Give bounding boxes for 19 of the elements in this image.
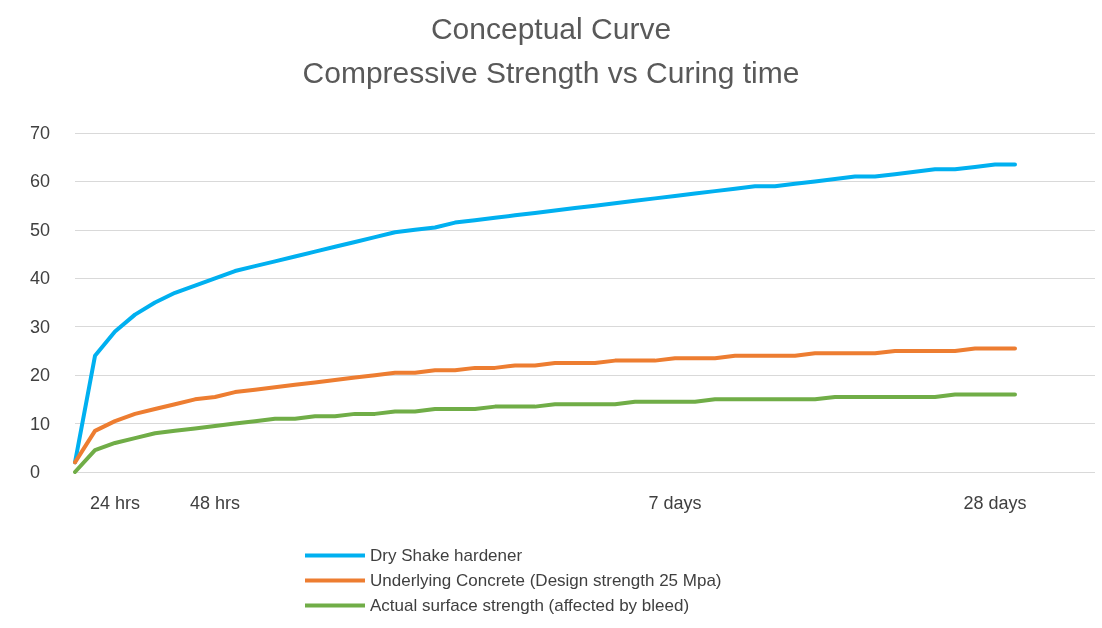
- y-tick-label: 20: [30, 365, 51, 386]
- x-tick-label: 48 hrs: [189, 493, 241, 513]
- x-tick-label: 7 days: [648, 493, 702, 513]
- legend-label: Dry Shake hardener: [370, 546, 523, 565]
- y-tick-label: 0: [30, 462, 41, 482]
- y-tick-label: 70: [30, 123, 51, 143]
- chart-title: Conceptual Curve: [430, 11, 672, 45]
- legend-label: Underlying Concrete (Design strength 25 Mpa): [370, 571, 722, 590]
- y-tick-label: 60: [30, 171, 51, 192]
- y-tick-label: 30: [30, 316, 51, 337]
- line-series: [73, 346, 1017, 465]
- x-tick-label: 24 hrs: [89, 493, 141, 513]
- line-series: [73, 392, 1017, 474]
- y-tick-label: 40: [30, 268, 51, 289]
- x-tick-label: 28 days: [963, 493, 1027, 513]
- y-tick-label: 10: [30, 413, 51, 434]
- chart-subtitle: Compressive Strength vs Curing time: [302, 55, 800, 89]
- legend-label: Actual surface strength (affected by bleed): [370, 596, 690, 615]
- y-tick-label: 50: [30, 219, 51, 240]
